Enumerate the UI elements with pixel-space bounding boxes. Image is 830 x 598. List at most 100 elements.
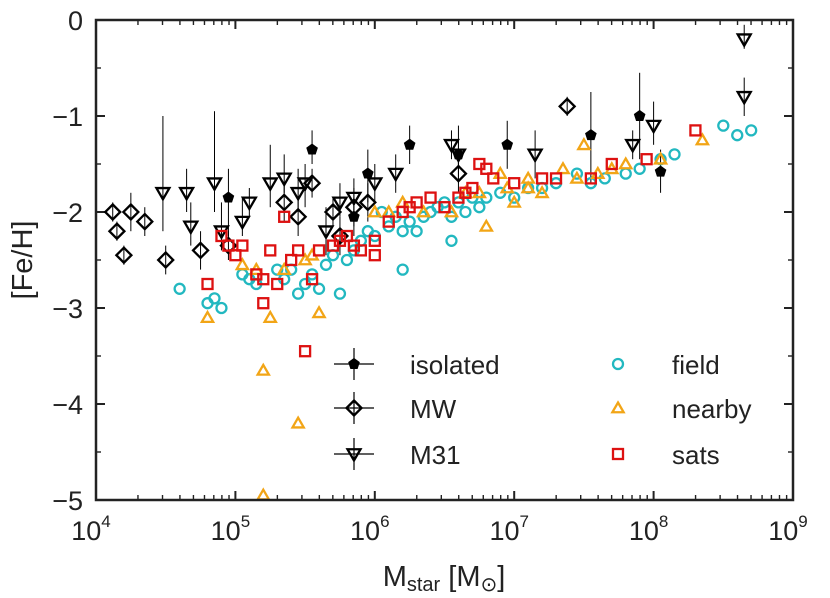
y-tick-label: −5 [52, 486, 83, 516]
data-point-sats [222, 239, 235, 252]
legend-entry-nearby: nearby [610, 394, 752, 424]
data-point-mw [330, 226, 350, 246]
y-tick-label: −2 [52, 198, 83, 228]
legend-label-m31: M31 [410, 440, 461, 470]
data-point-field [745, 124, 758, 137]
data-point-nearby [569, 170, 585, 184]
data-point-sats [305, 273, 319, 286]
data-point-sats [466, 181, 479, 195]
data-point-sats [382, 215, 395, 228]
data-point-sats [264, 244, 277, 257]
legend-label-mw: MW [410, 394, 457, 424]
data-point-m31 [645, 119, 663, 135]
data-point-mw [302, 174, 322, 193]
legend: isolated MW M31 field nearby sats [334, 348, 752, 470]
data-point-m31 [366, 177, 384, 192]
legend-label-isolated: isolated [410, 350, 500, 380]
data-point-field [291, 287, 305, 300]
data-point-nearby [652, 151, 669, 165]
data-point-mw [114, 246, 134, 265]
y-tick-label: −1 [52, 102, 83, 132]
data-point-sats [438, 201, 451, 214]
data-point-m31 [442, 138, 460, 154]
data-series [103, 24, 758, 501]
data-point-field [312, 282, 326, 295]
data-point-sats [215, 229, 228, 243]
data-point-m31 [240, 196, 258, 212]
data-point-field [396, 225, 409, 238]
data-point-field [340, 253, 354, 267]
data-point-sats [278, 210, 291, 223]
data-point-field [459, 205, 472, 219]
data-point-nearby [478, 218, 494, 232]
data-point-nearby [694, 132, 711, 146]
data-point-mw [289, 207, 308, 226]
data-point-nearby [534, 185, 550, 199]
legend-entry-field: field [611, 350, 720, 380]
data-point-m31 [331, 196, 349, 212]
data-point-sats [298, 345, 312, 358]
x-tick-base: 10 [71, 516, 101, 546]
y-tick-label: −4 [52, 390, 83, 420]
data-point-mw [449, 164, 468, 183]
data-point-sats [535, 172, 549, 185]
data-point-m31 [178, 186, 196, 202]
data-point-sats [368, 234, 381, 247]
series-m31 [154, 24, 753, 256]
data-point-sats [236, 239, 249, 252]
legend-label-nearby: nearby [672, 394, 752, 424]
data-point-nearby [576, 137, 592, 151]
data-point-field [445, 234, 458, 247]
data-point-sats [549, 172, 563, 185]
data-point-m31 [205, 177, 223, 192]
legend-marker-mw [344, 398, 364, 418]
x-tick-label: 105 [211, 512, 251, 546]
data-point-sats [584, 172, 598, 185]
legend-entry-isolated: isolated [334, 348, 500, 380]
data-point-isolated [403, 138, 416, 150]
data-point-sats [640, 153, 653, 166]
x-axis-title-unit-open: [M [440, 561, 480, 593]
data-point-field [619, 167, 632, 180]
legend-marker-field [611, 357, 625, 371]
y-tick-label: −3 [52, 294, 83, 324]
data-point-m31 [317, 225, 335, 240]
data-point-sats [340, 229, 354, 243]
data-point-m31 [154, 186, 172, 202]
data-point-sats [271, 277, 284, 291]
data-point-m31 [449, 148, 467, 164]
legend-marker-nearby [610, 400, 626, 414]
data-point-field [731, 129, 744, 142]
data-point-sats [605, 157, 618, 171]
data-point-isolated [633, 109, 646, 121]
data-point-field [633, 162, 646, 175]
data-point-mw [323, 202, 343, 222]
legend-label-sats: sats [672, 440, 720, 470]
x-axis-title-sub: star [407, 574, 441, 596]
data-point-m31 [182, 220, 200, 236]
data-point-mw [156, 250, 175, 270]
data-point-nearby [618, 156, 634, 170]
data-point-nearby [255, 362, 271, 376]
x-tick-base: 10 [768, 516, 798, 546]
data-point-mw [358, 193, 377, 212]
data-point-field [215, 301, 228, 315]
data-point-nearby [520, 170, 536, 184]
data-point-mw [191, 241, 210, 260]
legend-marker-m31 [345, 448, 363, 463]
data-point-field [410, 225, 423, 238]
x-tick-label: 109 [768, 512, 808, 546]
data-point-m31 [387, 167, 405, 183]
x-tick-exponent: 6 [380, 512, 389, 531]
data-point-mw [103, 202, 122, 222]
data-point-sats [508, 177, 521, 190]
data-point-nearby [555, 161, 571, 175]
data-point-m31 [296, 177, 314, 192]
x-tick-exponent: 5 [241, 512, 250, 531]
data-point-field [473, 201, 486, 214]
data-point-nearby [506, 194, 522, 208]
data-point-isolated [222, 191, 235, 203]
data-point-m31 [624, 138, 642, 154]
